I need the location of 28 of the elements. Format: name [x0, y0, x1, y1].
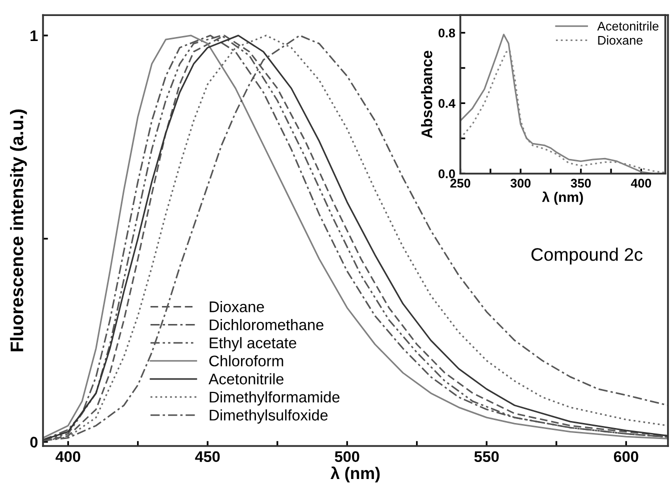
x-tick-label: 500: [334, 451, 360, 462]
legend-label: Acetonitrile: [597, 21, 658, 31]
legend-label: Dioxane: [210, 300, 264, 312]
legend-label: Dioxane: [598, 36, 643, 45]
x-tick-label: 350: [570, 178, 591, 188]
x-tick-label: 400: [630, 178, 652, 188]
y-tick-label: 0.4: [438, 98, 456, 108]
y-axis-title: Fluorescence intensity (a.u.): [10, 110, 27, 352]
legend-label: Dimethylsulfoxide: [210, 409, 328, 424]
y-tick-label: 0.0: [438, 169, 455, 178]
x-axis-title: λ (nm): [330, 466, 380, 482]
x-tick-label: 450: [195, 451, 220, 462]
y-tick-label: 0.8: [438, 28, 456, 38]
legend-label: Dimethylformamide: [210, 391, 340, 406]
y-tick-label: 1: [30, 30, 38, 42]
legend-label: Chloroform: [209, 355, 284, 366]
x-tick-label: 600: [614, 451, 638, 462]
y-axis-title: Absorbance: [421, 50, 432, 138]
legend-label: Dichloromethane: [210, 319, 324, 330]
legend-label: Acetonitrile: [208, 373, 284, 384]
y-tick-label: 0: [30, 436, 38, 448]
x-tick-label: 400: [56, 451, 80, 462]
legend-label: Ethyl acetate: [210, 337, 296, 352]
annotation: Compound 2c: [531, 248, 642, 264]
x-axis-title: λ (nm): [542, 191, 583, 205]
x-tick-label: 550: [474, 451, 499, 462]
x-tick-label: 300: [510, 178, 531, 188]
x-tick-label: 250: [450, 178, 470, 188]
